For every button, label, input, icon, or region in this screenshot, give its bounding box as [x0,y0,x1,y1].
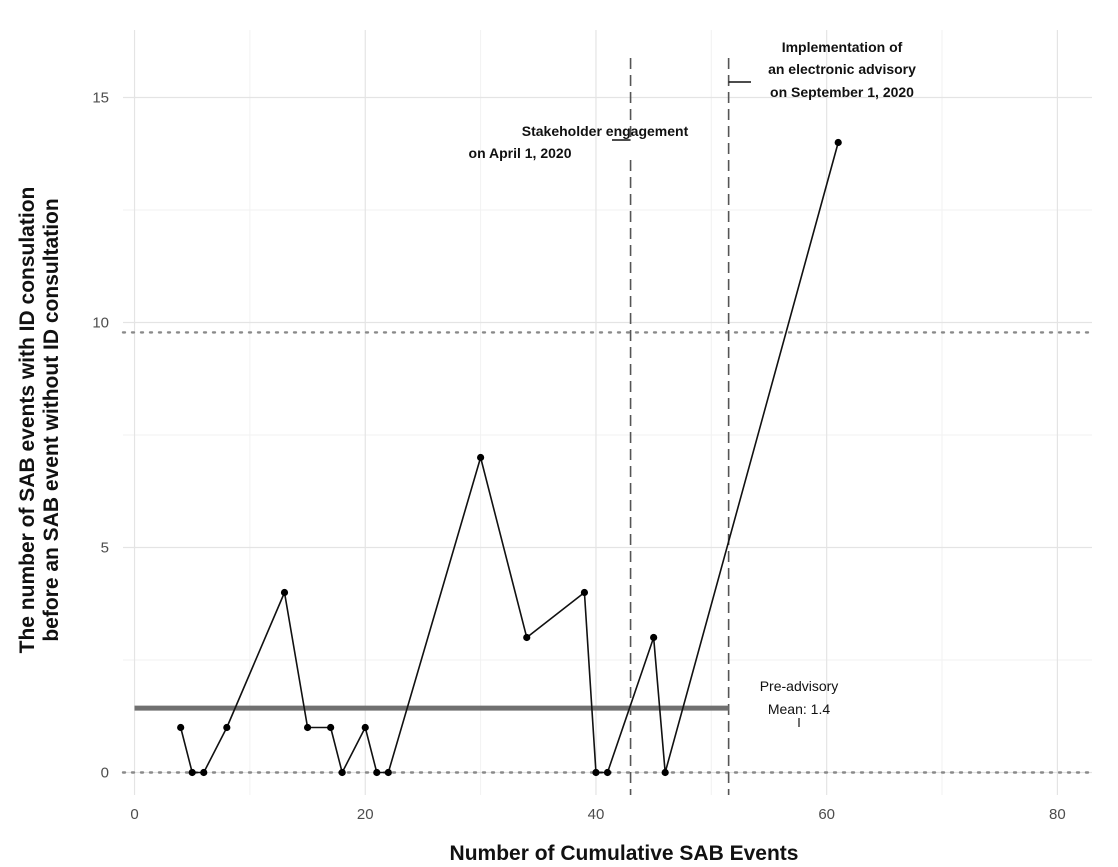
x-tick-label-4: 80 [1049,806,1066,823]
y-tick-label-2: 10 [92,315,109,332]
grid-lines [123,30,1092,795]
y-tick-label-1: 5 [101,540,109,557]
control-limit-lines [121,331,1094,774]
data-point-9 [373,768,381,777]
x-tick-label-2: 40 [588,806,605,823]
data-point-5 [303,723,312,732]
data-point-2 [200,768,208,777]
data-point-0 [177,723,185,732]
data-point-15 [603,768,612,777]
stakeholder-label-line-0: Stakeholder engagement [522,123,689,139]
data-point-14 [592,768,600,777]
data-point-7 [338,768,346,777]
data-point-17 [661,768,669,777]
data-point-18 [834,138,842,147]
intervention-lines [629,58,730,795]
data-point-4 [280,588,289,597]
data-point-12 [523,633,531,642]
mean-label-line-0: Pre-advisory [760,678,839,694]
data-point-10 [384,768,392,777]
y-tick-label-0: 0 [101,765,109,782]
y-axis-title-line-2: before an SAB event without ID consultat… [40,198,63,641]
data-point-6 [327,723,335,732]
mean-label-line-1: Mean: 1.4 [768,701,830,717]
series-line-0 [179,142,839,774]
y-tick-label-3: 15 [92,90,109,107]
data-point-3 [223,723,231,732]
stakeholder-label-gap [627,142,634,160]
x-axis-title: Number of Cumulative SAB Events [450,842,799,865]
x-tick-label-0: 0 [130,806,138,823]
data-point-1 [188,768,196,777]
annotations: Stakeholder engagement on April 1, 2020 Im… [469,39,916,727]
implementation-label-line-1: an electronic advisory [768,61,916,77]
data-point-8 [361,723,369,732]
tick-labels: 0 20 40 60 80 0 5 10 15 [92,90,1065,824]
implementation-label-line-2: on September 1, 2020 [770,84,914,100]
x-tick-label-1: 20 [357,806,374,823]
stakeholder-label-line-1: on April 1, 2020 [469,145,572,161]
y-axis-title-line-1: The number of SAB events with ID consula… [16,187,39,654]
series-group [177,138,842,777]
data-point-13 [580,588,589,597]
x-tick-label-3: 60 [818,806,835,823]
implementation-label-line-0: Implementation of [782,39,903,55]
data-point-11 [477,453,485,462]
data-point-16 [650,633,658,642]
